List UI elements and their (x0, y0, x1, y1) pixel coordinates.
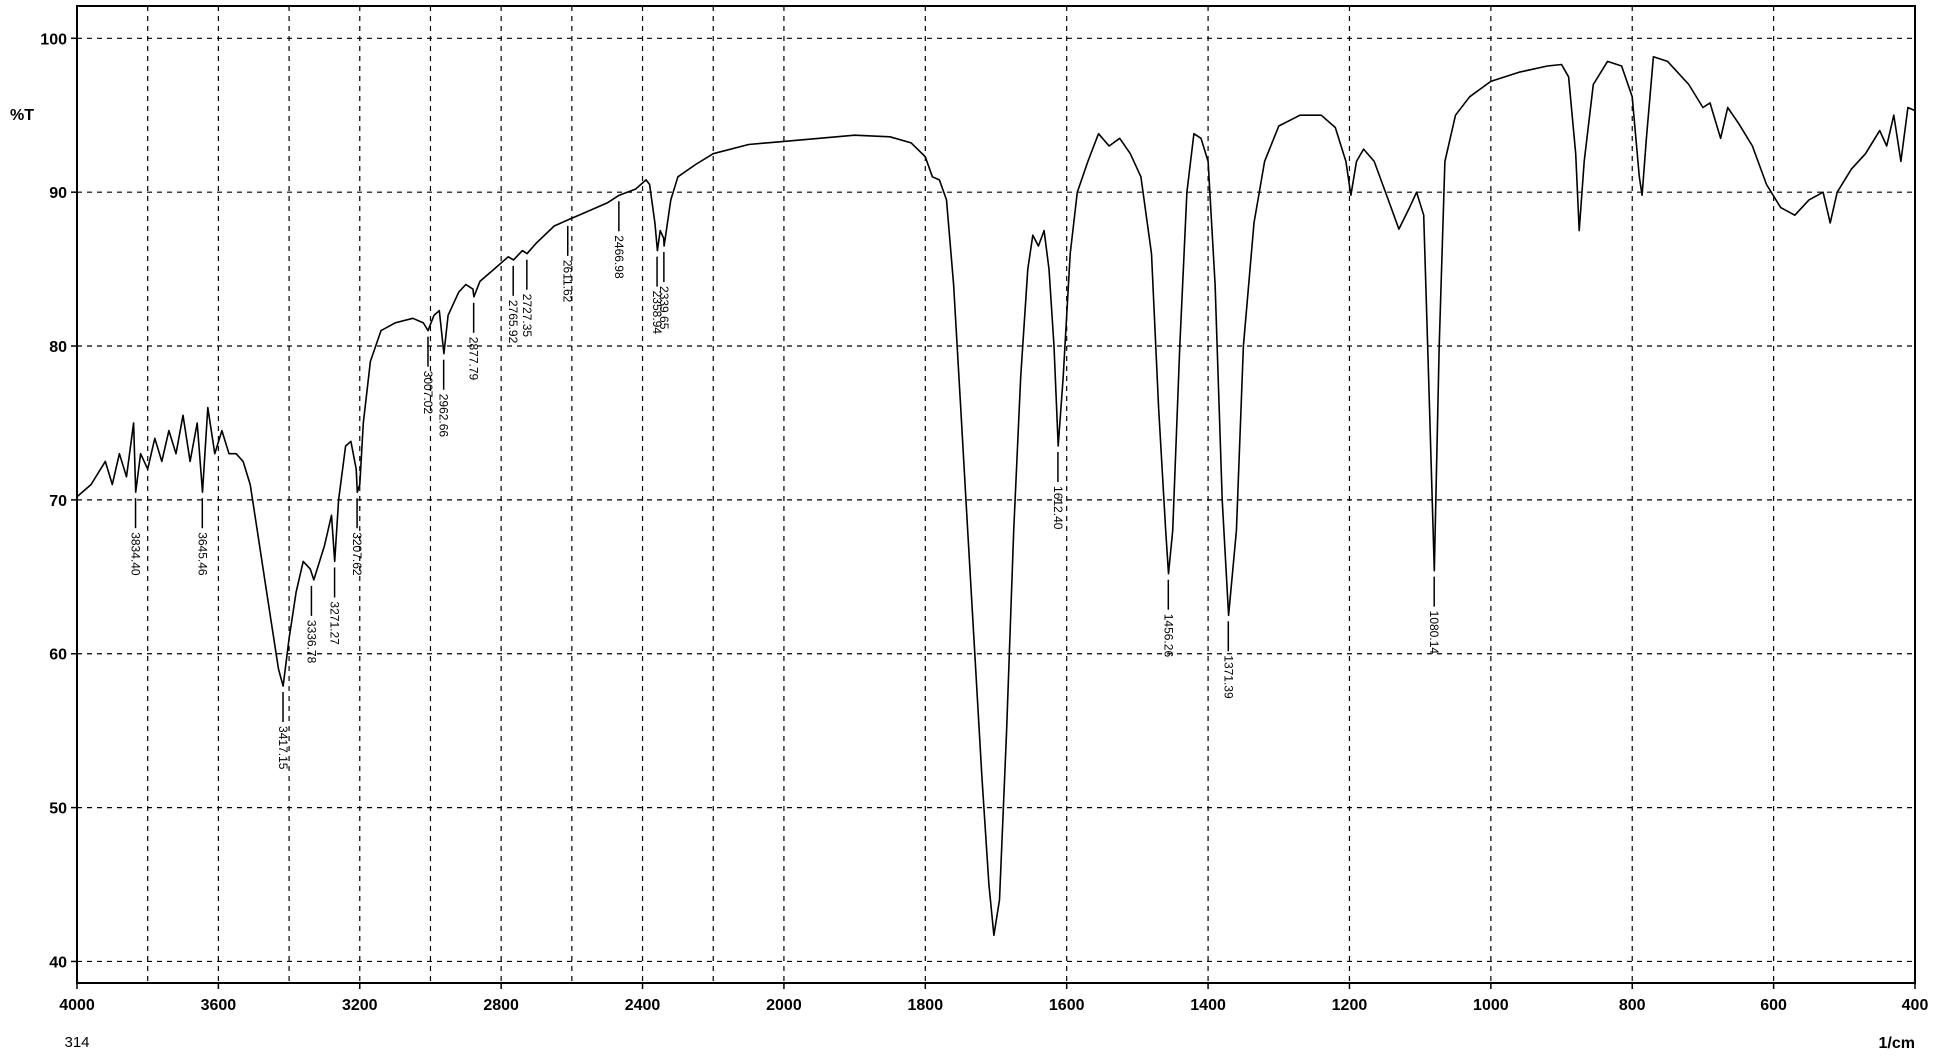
peak-label: 3645.46 (195, 532, 209, 576)
x-tick-label: 3600 (201, 997, 237, 1014)
x-tick-label: 1600 (1049, 997, 1085, 1014)
y-axis-label: %T (10, 107, 34, 124)
peak-label: 1456.26 (1161, 614, 1175, 658)
peak-label: 2727.35 (520, 294, 534, 338)
x-tick-label: 4000 (59, 997, 95, 1014)
peak-label: 3834.40 (129, 532, 143, 576)
peak-label: 2339.65 (657, 286, 671, 330)
start-note: 314 (64, 1034, 89, 1051)
peak-label: 3271.27 (328, 601, 342, 645)
peak-label: 2877.79 (467, 337, 481, 381)
peak-label: 2765.92 (506, 300, 520, 344)
peak-label: 2962.66 (437, 394, 451, 438)
x-tick-label: 1800 (908, 997, 944, 1014)
x-tick-label: 600 (1760, 997, 1787, 1014)
y-tick-label: 40 (49, 954, 67, 971)
x-tick-label: 1000 (1473, 997, 1509, 1014)
x-tick-label: 800 (1619, 997, 1646, 1014)
peak-label: 3417.15 (276, 726, 290, 770)
x-tick-label: 2000 (766, 997, 802, 1014)
y-tick-label: 60 (49, 647, 67, 664)
peak-label: 3336.78 (304, 620, 318, 664)
x-tick-label: 2400 (625, 997, 661, 1014)
peak-label: 2611.62 (561, 260, 575, 303)
y-tick-label: 100 (40, 31, 67, 48)
x-axis-label: 1/cm (1879, 1035, 1915, 1052)
peak-label: 3007.02 (421, 371, 435, 415)
peak-label: 3207.62 (350, 532, 364, 576)
y-tick-label: 70 (49, 493, 67, 510)
y-tick-label: 80 (49, 339, 67, 356)
peak-label: 1080.14 (1427, 611, 1441, 655)
y-tick-label: 90 (49, 185, 67, 202)
plot-frame (76, 5, 1916, 984)
x-tick-label: 1400 (1190, 997, 1226, 1014)
x-tick-label: 400 (1902, 997, 1929, 1014)
peak-label: 1371.39 (1221, 655, 1235, 699)
spectrum-line (77, 56, 1915, 937)
x-tick-label: 3200 (342, 997, 378, 1014)
y-tick-label: 50 (49, 801, 67, 818)
peak-label: 1612.40 (1051, 486, 1065, 530)
x-tick-label: 1200 (1332, 997, 1368, 1014)
x-tick-label: 2800 (483, 997, 519, 1014)
peak-label: 2466.98 (612, 235, 626, 279)
peak-label: 2358.94 (650, 291, 664, 335)
